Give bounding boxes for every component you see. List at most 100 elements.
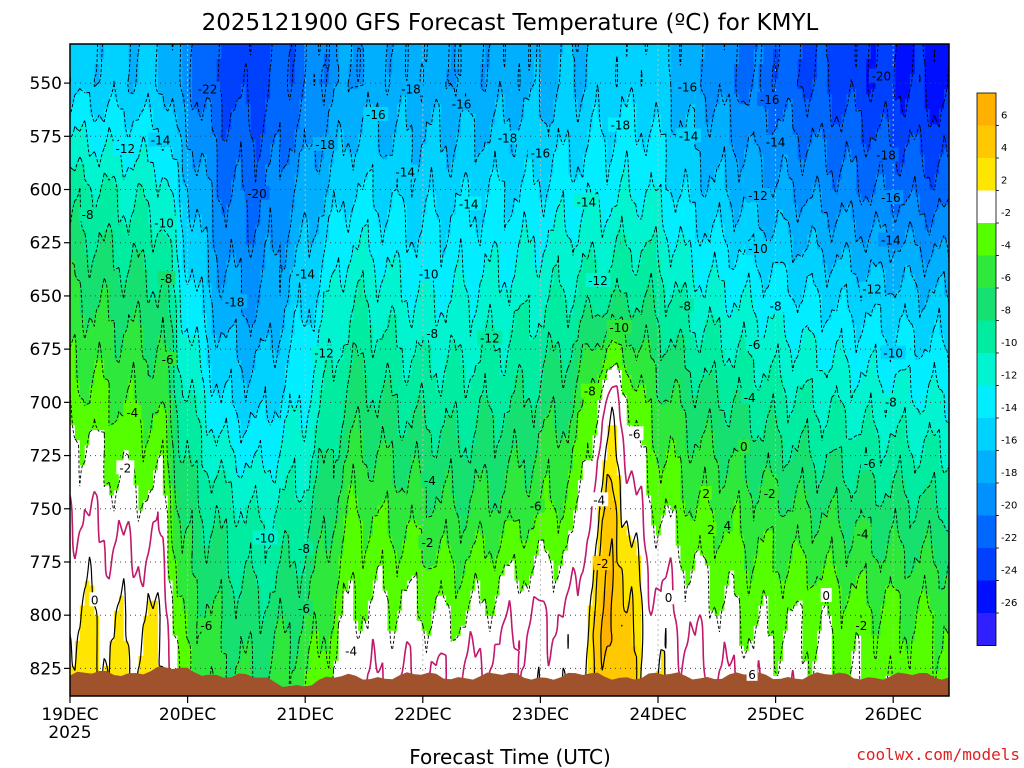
contour-label-bg	[763, 134, 789, 149]
y-tick-label: 625	[30, 234, 62, 254]
colorbar-tick-label: 6	[1001, 111, 1007, 122]
contour-label-bg	[878, 232, 904, 247]
colorbar-segment	[977, 580, 996, 614]
contour-label: -16	[678, 80, 698, 94]
contour-label: -12	[862, 283, 882, 297]
y-tick-label: 675	[30, 340, 62, 360]
contour-label-bg	[477, 330, 503, 345]
contour-label-bg	[398, 81, 424, 96]
colorbar-segment	[977, 223, 996, 256]
colorbar-segment	[977, 158, 996, 191]
contour-label-bg	[252, 530, 278, 545]
contour-label: -10	[255, 532, 275, 546]
y-tick-label: 600	[30, 181, 62, 201]
contour-label-bg	[853, 526, 872, 541]
contour-label-bg	[676, 128, 702, 143]
y-axis: 550 575 600 625 650 675 700 725 750 775 800 825	[30, 74, 70, 679]
colorbar-tick-label: -10	[1001, 338, 1017, 349]
contour-label-bg	[416, 266, 442, 281]
contour-label-bg	[745, 187, 771, 202]
contour-label-bg	[363, 107, 389, 121]
contour-label: -18	[401, 83, 421, 97]
contour-label: -14	[295, 268, 315, 282]
contour-label-bg	[423, 326, 442, 341]
contour-label-bg	[721, 517, 733, 532]
y-tick-label: 750	[30, 500, 62, 520]
contour-label: -6	[530, 500, 542, 514]
contour-label: -22	[198, 83, 218, 97]
contour-label-bg	[676, 298, 694, 313]
y-tick-label: 800	[30, 606, 62, 626]
x-tick-label: 24DEC	[629, 705, 686, 725]
contour-label-bg	[746, 666, 758, 681]
contour-label: -4	[593, 493, 605, 507]
contour-label-bg	[151, 215, 177, 230]
contour-label: -14	[881, 234, 901, 248]
y-tick-label: 650	[30, 287, 62, 307]
colorbar-tick-label: -2	[1001, 208, 1011, 219]
colorbar-segment	[977, 613, 996, 646]
colorbar-segment	[977, 483, 996, 516]
contour-label-bg	[674, 79, 700, 94]
contour-label: -4	[345, 644, 357, 658]
contour-label: -16	[452, 97, 472, 111]
plot-frame	[69, 43, 950, 697]
contour-label: -12	[588, 274, 608, 288]
contour-label-bg	[625, 426, 644, 441]
contour-label-bg	[78, 207, 97, 222]
contour-label: 0	[91, 593, 99, 607]
contour-label-bg	[526, 498, 545, 513]
contour-line	[70, 362, 949, 696]
contour-label: -8	[885, 395, 897, 409]
contour-label: -4	[744, 391, 756, 405]
contour-label: 0	[665, 591, 673, 605]
contour-line	[70, 260, 949, 696]
contour-label-bg	[745, 336, 764, 351]
terrain-ground	[70, 666, 949, 696]
contour-label: -6	[629, 427, 641, 441]
contour-label-bg	[606, 319, 632, 334]
contour-label: -8	[82, 208, 94, 222]
contour-label-bg	[311, 345, 337, 360]
y-tick-label: 825	[30, 659, 62, 679]
contour-label: -20	[872, 70, 892, 84]
temperature-fill-layer	[70, 44, 949, 696]
y-tick-label: 725	[30, 447, 62, 467]
colorbar-tick-label: 4	[1001, 143, 1007, 154]
contour-label-bg	[418, 534, 437, 549]
colorbar-tick-label: -22	[1001, 533, 1017, 544]
contour-label-bg	[873, 147, 899, 162]
contour-label: -12	[115, 142, 135, 156]
contour-line	[600, 538, 614, 671]
contour-label-bg	[420, 473, 439, 488]
contour-label-bg	[112, 141, 138, 156]
contour-label-bg	[148, 132, 174, 147]
contour-label: -4	[857, 527, 869, 541]
colorbar-segment	[977, 288, 996, 321]
x-axis: 19DEC 20DEC 21DEC 22DEC 23DEC 24DEC 25DEC 26DEC	[41, 696, 922, 725]
colorbar-tick-label: -8	[1001, 306, 1011, 317]
x-tick-label: 21DEC	[277, 705, 334, 725]
contour-label: -18	[315, 138, 335, 152]
contour-label: -6	[200, 619, 212, 633]
contour-label: -14	[151, 134, 171, 148]
contour-label: -6	[162, 353, 174, 367]
contour-label-bg	[295, 541, 313, 556]
contour-label-bg	[456, 196, 482, 211]
x-axis-title: Forecast Time (UTC)	[409, 745, 611, 768]
plot-area: -22 -18-16-16-16-20-16-18 -18-18-16-14 -14-…	[70, 44, 949, 696]
colorbar-frame	[976, 92, 997, 646]
contour-label: -14	[679, 129, 699, 143]
y-tick-label: 575	[30, 127, 62, 147]
contour-label: -8	[770, 300, 782, 314]
contour-label-bg	[222, 294, 248, 309]
contour-label: -10	[419, 268, 439, 282]
contour-line	[70, 44, 949, 445]
y-tick-label: 775	[30, 553, 62, 573]
colorbar-tick-label: -24	[1001, 566, 1017, 577]
contour-label-bg	[593, 556, 612, 571]
contour-label: -18	[498, 131, 518, 145]
contour-label: -10	[154, 217, 174, 231]
x-tick-label: 23DEC	[512, 705, 569, 725]
